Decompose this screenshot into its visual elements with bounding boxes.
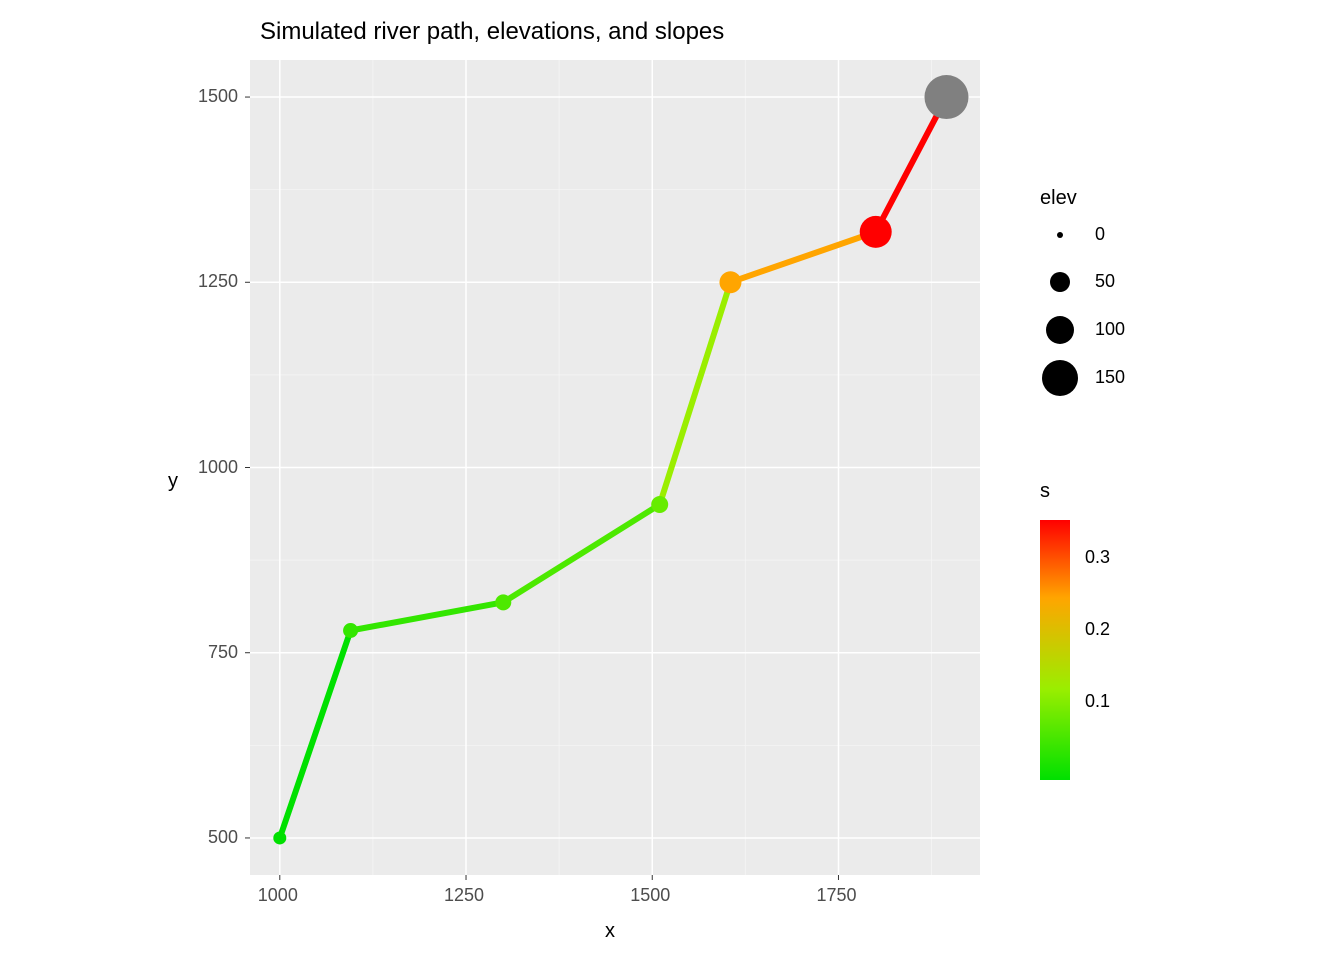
x-tick-label: 1250 [444,885,484,906]
legend-s-tick-label: 0.2 [1085,619,1110,640]
legend-elev-item-label: 0 [1095,224,1105,245]
y-tick-label: 500 [208,827,238,848]
x-tick-label: 1500 [630,885,670,906]
legend-s-tick-label: 0.1 [1085,691,1110,712]
x-tick-label: 1750 [816,885,856,906]
legend-elev-item-label: 50 [1095,271,1115,292]
legend-s-title: s [1040,480,1050,503]
y-tick-label: 1250 [198,271,238,292]
y-tick-label: 750 [208,642,238,663]
legend-elev-item-label: 100 [1095,319,1125,340]
chart-container: Simulated river path, elevations, and sl… [0,0,1344,960]
x-axis-label: x [605,920,615,943]
legend-s-tick-label: 0.3 [1085,547,1110,568]
legend-elev-item-label: 150 [1095,367,1125,388]
plot-panel [0,0,1344,960]
y-tick-label: 1500 [198,86,238,107]
y-tick-label: 1000 [198,457,238,478]
y-axis-label: y [168,470,178,493]
x-tick-label: 1000 [258,885,298,906]
legend-elev-title: elev [1040,187,1077,210]
